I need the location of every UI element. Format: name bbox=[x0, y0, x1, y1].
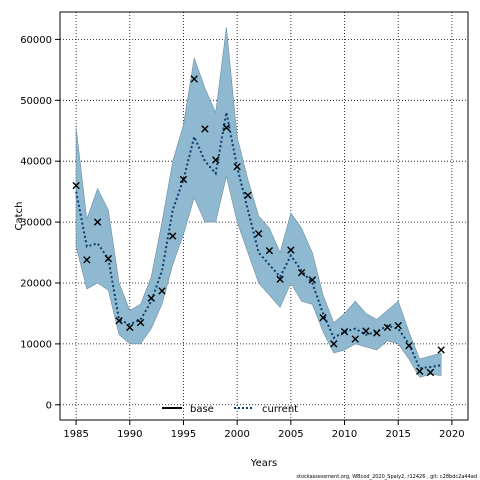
observed-point bbox=[405, 342, 413, 350]
y-tick-label: 10000 bbox=[20, 339, 52, 350]
y-tick-label: 30000 bbox=[20, 218, 52, 229]
observed-point bbox=[373, 329, 381, 337]
y-tick-label: 0 bbox=[46, 400, 52, 411]
observed-point bbox=[319, 314, 327, 322]
observed-point bbox=[426, 368, 435, 377]
x-tick-label: 2015 bbox=[385, 429, 410, 440]
x-axis-ticks: 1985 1990 1995 2000 2005 2010 2015 2020 bbox=[63, 420, 465, 440]
observed-point bbox=[265, 247, 274, 255]
x-tick-label: 2010 bbox=[332, 429, 357, 440]
observed-point bbox=[83, 256, 91, 264]
observed-point bbox=[147, 294, 155, 302]
x-tick-label: 1995 bbox=[171, 429, 196, 440]
y-tick-label: 40000 bbox=[20, 157, 52, 168]
y-tick-label: 20000 bbox=[20, 278, 52, 289]
observed-point bbox=[362, 327, 370, 335]
observed-points bbox=[72, 75, 445, 377]
observed-point bbox=[136, 318, 145, 327]
legend-current-label: current bbox=[262, 404, 298, 415]
x-tick-label: 1990 bbox=[117, 429, 142, 440]
observed-point bbox=[308, 276, 317, 284]
legend: base current bbox=[162, 404, 298, 415]
observed-point bbox=[211, 156, 220, 164]
y-tick-label: 60000 bbox=[20, 35, 52, 46]
current-confidence-band bbox=[75, 27, 442, 378]
observed-point bbox=[415, 367, 424, 375]
x-tick-label: 2020 bbox=[439, 429, 464, 440]
observed-point bbox=[115, 317, 123, 325]
observed-point bbox=[158, 287, 166, 295]
observed-point bbox=[190, 75, 198, 83]
observed-point bbox=[254, 229, 263, 238]
observed-point bbox=[104, 254, 113, 263]
plot-frame bbox=[59, 11, 469, 421]
y-axis-title: Catch bbox=[14, 202, 25, 231]
observed-point bbox=[340, 328, 349, 336]
observed-point bbox=[330, 340, 338, 348]
footer-credit: stockassessment.org, WBcod_2020_Spaly2, … bbox=[296, 474, 477, 480]
observed-point bbox=[351, 335, 359, 343]
observed-point bbox=[287, 246, 295, 254]
x-tick-label: 2005 bbox=[278, 429, 303, 440]
y-tick-label: 50000 bbox=[20, 96, 52, 107]
observed-point bbox=[233, 162, 241, 171]
observed-point bbox=[201, 125, 209, 133]
observed-point bbox=[169, 232, 177, 240]
observed-point bbox=[93, 218, 102, 226]
observed-point bbox=[383, 323, 392, 332]
observed-point bbox=[179, 175, 188, 184]
x-tick-label: 2000 bbox=[224, 429, 249, 440]
x-tick-label: 1985 bbox=[63, 429, 88, 440]
grid-lines bbox=[60, 12, 468, 420]
observed-point bbox=[222, 124, 231, 132]
observed-point bbox=[72, 181, 80, 190]
observed-point bbox=[276, 275, 284, 284]
observed-point bbox=[437, 346, 445, 354]
current-series-line bbox=[75, 112, 442, 370]
observed-point bbox=[297, 268, 306, 277]
observed-point bbox=[126, 323, 134, 332]
observed-point bbox=[394, 321, 402, 330]
x-axis-title: Years bbox=[250, 458, 277, 469]
y-axis-ticks: 0 10000 20000 30000 40000 50000 60000 bbox=[20, 35, 60, 411]
legend-base-label: base bbox=[190, 404, 214, 415]
observed-point bbox=[244, 191, 252, 199]
